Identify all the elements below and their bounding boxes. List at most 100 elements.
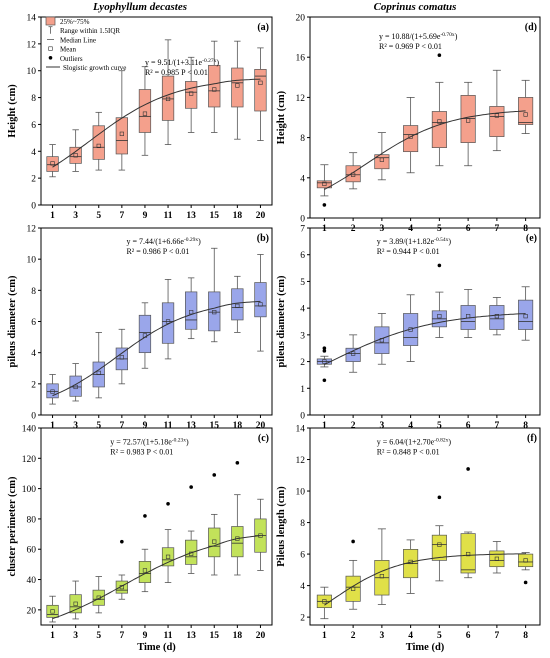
- iqr-box: [345, 165, 361, 183]
- y-tick-label: 100: [22, 485, 37, 495]
- legend-label: Range within 1.5IQR: [60, 27, 120, 35]
- x-tick-label: 1: [322, 631, 327, 641]
- x-tick-label: 7: [495, 631, 500, 641]
- outlier-point: [437, 495, 442, 500]
- mean-marker: [235, 83, 240, 88]
- fit-r2: R² = 0.848 P < 0.01: [377, 448, 440, 457]
- box-1: [316, 164, 332, 197]
- box-7: [489, 541, 505, 574]
- box-18: [231, 275, 244, 333]
- box-1: [46, 144, 59, 178]
- outlier-point: [322, 346, 327, 351]
- y-tick-label: 2: [31, 380, 36, 390]
- x-tick-label: 9: [143, 211, 148, 221]
- mean-marker: [437, 542, 442, 547]
- iqr-box: [316, 180, 332, 189]
- mean-marker: [73, 153, 78, 158]
- mean-marker: [379, 157, 384, 162]
- box-13: [185, 277, 198, 340]
- box-15: [208, 40, 221, 133]
- box-20: [254, 47, 267, 141]
- x-tick-label: 15: [210, 631, 220, 641]
- iqr-box: [46, 156, 59, 172]
- box-7: [489, 297, 505, 336]
- x-tick-label: 18: [233, 631, 243, 641]
- box-18: [231, 494, 244, 576]
- y-tick-label: 5: [300, 278, 305, 288]
- box-5: [92, 111, 105, 171]
- iqr-box: [46, 604, 59, 618]
- iqr-box: [69, 594, 82, 614]
- left-column-title: Lyophyllum decastes: [93, 1, 187, 13]
- box-4: [403, 97, 419, 174]
- x-tick-label: 18: [233, 211, 243, 221]
- x-tick-label: 1: [322, 421, 327, 431]
- x-axis-label: Time (d): [406, 642, 445, 653]
- x-tick-label: 2: [351, 224, 356, 234]
- iqr-box: [161, 547, 175, 567]
- y-tick-label: 4: [300, 174, 305, 184]
- mean-marker: [437, 314, 442, 319]
- mean-marker: [351, 351, 356, 356]
- panel-frame: [40, 427, 273, 626]
- y-tick-label: 7: [300, 225, 305, 235]
- iqr-box: [374, 326, 390, 354]
- box-6: [460, 81, 476, 167]
- box-8: [518, 552, 534, 571]
- y-tick-label: 0: [300, 215, 305, 225]
- y-axis-label: pileus diameter (cm): [7, 275, 18, 367]
- mean-marker: [437, 119, 442, 124]
- mean-marker: [73, 384, 78, 390]
- x-tick-label: 6: [466, 224, 471, 234]
- logistic-fit-curve: [324, 110, 526, 190]
- mean-marker: [96, 143, 101, 149]
- outlier-point: [189, 485, 193, 489]
- box-11: [161, 279, 175, 360]
- x-tick-label: 20: [256, 211, 266, 221]
- box-11: [161, 39, 175, 145]
- outlier-point: [523, 580, 528, 585]
- fit-equation: y = 9.51/(1+3.11e-0.27x): [145, 58, 219, 67]
- y-tick-label: 140: [22, 425, 37, 435]
- box-15: [208, 513, 221, 576]
- y-tick-label: 12: [27, 225, 37, 235]
- box-11: [161, 529, 175, 583]
- mean-marker: [523, 314, 528, 319]
- iqr-box: [431, 111, 447, 149]
- mean-marker: [523, 558, 528, 563]
- mean-marker: [165, 96, 171, 102]
- y-tick-label: 10: [296, 488, 306, 498]
- box-5: [431, 291, 447, 338]
- iqr-box: [345, 347, 361, 362]
- x-tick-label: 5: [437, 421, 442, 431]
- logistic-fit-curve: [324, 313, 526, 366]
- right-column-title: Coprinus comatus: [373, 1, 457, 13]
- x-tick-label: 5: [437, 224, 442, 234]
- x-tick-label: 7: [119, 211, 124, 221]
- x-tick-label: 5: [96, 421, 101, 431]
- x-tick-label: 7: [495, 421, 500, 431]
- x-tick-label: 11: [164, 421, 173, 431]
- y-tick-label: 1: [300, 385, 305, 395]
- mean-marker: [466, 118, 471, 123]
- x-tick-label: 8: [523, 631, 528, 641]
- iqr-box: [208, 527, 221, 558]
- x-tick-label: 5: [96, 211, 101, 221]
- panel-frame: [309, 427, 541, 626]
- iqr-box: [489, 305, 505, 330]
- y-tick-label: 8: [300, 519, 305, 529]
- mean-marker: [322, 181, 327, 186]
- fit-r2: R² = 0.983 P < 0.01: [110, 448, 173, 457]
- y-tick-label: 60: [27, 546, 37, 556]
- logistic-fit-curve: [52, 300, 261, 397]
- box-13: [185, 56, 198, 133]
- mean-marker: [212, 539, 217, 544]
- box-18: [231, 40, 244, 140]
- y-tick-label: 6: [31, 318, 36, 328]
- y-tick-label: 14: [27, 14, 37, 24]
- x-tick-label: 6: [466, 421, 471, 431]
- x-tick-label: 3: [73, 631, 78, 641]
